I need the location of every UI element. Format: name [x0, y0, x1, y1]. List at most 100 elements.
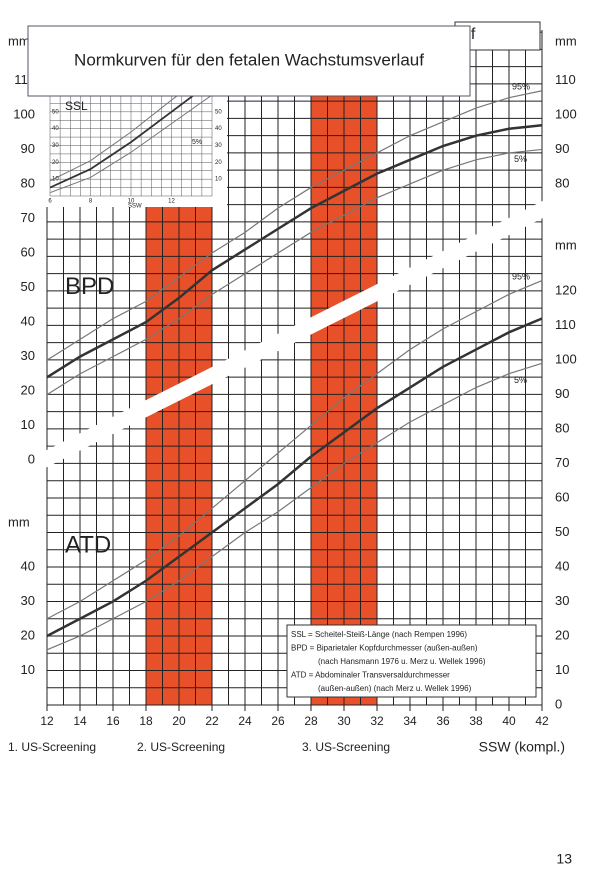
- y2-tick-label: 100: [13, 106, 35, 121]
- inset-tick: 8: [89, 199, 93, 205]
- inset-tick: 20: [215, 160, 222, 166]
- separator: [0, 449, 47, 495]
- x-tick-label: 30: [337, 714, 351, 728]
- y-tick-label: 30: [555, 593, 569, 608]
- separator: [542, 173, 600, 219]
- series-label: 95%: [512, 271, 530, 281]
- y-tick-label: 0: [555, 696, 562, 711]
- y-tick-label: 60: [555, 489, 569, 504]
- y2-tick-label: 100: [555, 106, 577, 121]
- separator: [47, 201, 542, 468]
- series-label: BPD: [65, 273, 114, 300]
- series-label: 5%: [514, 154, 527, 164]
- y2-tick-label: 30: [21, 348, 35, 363]
- y2-tick-label: 10: [21, 417, 35, 432]
- inset-label: 5%: [192, 139, 202, 146]
- curve: [46, 148, 543, 396]
- inset-tick: 10: [52, 177, 59, 183]
- legend-line: SSL = Scheitel-Steiß-Länge (nach Rempen …: [291, 630, 467, 639]
- y-tick-label: 40: [555, 558, 569, 573]
- x-tick-label: 32: [370, 714, 384, 728]
- legend-box: [286, 624, 537, 698]
- y2-tick-label: 0: [28, 452, 35, 467]
- x-tick-label: 12: [40, 714, 54, 728]
- x-tick-label: 38: [469, 714, 483, 728]
- inset-curve: [50, 95, 212, 194]
- series-label: 5%: [514, 375, 527, 385]
- x-tick-label: 16: [106, 714, 120, 728]
- curve: [46, 279, 543, 620]
- inset-curve: [50, 95, 196, 189]
- x-axis-label: SSW (kompl.): [479, 739, 565, 755]
- x-tick-label: 42: [535, 714, 549, 728]
- chart-title: Normkurven für den fetalen Wachstumsverl…: [74, 50, 424, 69]
- y2-tick-label: 80: [555, 175, 569, 190]
- y-tick-label: 50: [555, 524, 569, 539]
- y2-tick-label: 110: [555, 72, 576, 87]
- legend-line: (nach Hansmann 1976 u. Merz u. Wellek 19…: [318, 657, 486, 666]
- y2-tick-label: 40: [21, 314, 35, 329]
- y-tick-label: 110: [555, 317, 576, 332]
- inset-tick: 20: [52, 160, 59, 166]
- curve: [46, 362, 543, 651]
- inset-tick: 30: [215, 143, 222, 149]
- x-tick-label: 28: [304, 714, 318, 728]
- inset-tick: 10: [215, 177, 222, 183]
- unit-label: mm: [555, 33, 577, 48]
- legend-line: ATD = Abdominaler Transversaldurchmesser: [291, 671, 450, 680]
- y2-tick-label: 60: [21, 244, 35, 259]
- y-tick-label: 10: [555, 662, 569, 677]
- y2-tick-label: 90: [21, 141, 35, 156]
- y2-tick-label: 80: [21, 175, 35, 190]
- legend-line: (außen-außen) (nach Merz u. Wellek 1996): [318, 684, 472, 693]
- series-label: 95%: [512, 82, 530, 92]
- y-tick-label: 20: [21, 627, 35, 642]
- y-tick-label: 100: [555, 351, 577, 366]
- inset-curve: [50, 95, 180, 182]
- inset-tick: 40: [215, 126, 222, 132]
- y2-tick-label: 90: [555, 141, 569, 156]
- screening-label: 3. US-Screening: [302, 740, 390, 754]
- y2-tick-label: 70: [21, 210, 35, 225]
- inset-tick: 30: [52, 143, 59, 149]
- inset-label: SSL: [65, 99, 88, 113]
- x-tick-label: 22: [205, 714, 219, 728]
- inset-tick: 10: [128, 199, 135, 205]
- inset-tick: 50: [52, 109, 59, 115]
- unit-label: mm: [8, 514, 30, 529]
- page-number: 13: [556, 851, 572, 867]
- series-label: ATD: [65, 532, 111, 559]
- y-tick-label: 70: [555, 455, 569, 470]
- y-tick-label: 90: [555, 386, 569, 401]
- unit-label: mm: [555, 237, 577, 252]
- y-tick-label: 120: [555, 282, 577, 297]
- x-tick-label: 36: [436, 714, 450, 728]
- curve: [46, 124, 543, 379]
- inset-tick: 50: [215, 109, 222, 115]
- inset-axis: SSW: [128, 204, 142, 210]
- x-tick-label: 34: [403, 714, 417, 728]
- curve: [46, 90, 543, 361]
- y2-tick-label: 20: [21, 383, 35, 398]
- y-tick-label: 80: [555, 420, 569, 435]
- y-tick-label: 20: [555, 627, 569, 642]
- y-tick-label: 10: [21, 662, 35, 677]
- inset-tick: 40: [52, 126, 59, 132]
- legend-line: BPD = Biparietaler Kopfdurchmesser (auße…: [291, 644, 478, 653]
- x-tick-label: 40: [502, 714, 516, 728]
- screening-label: 2. US-Screening: [137, 740, 225, 754]
- screening-label: 1. US-Screening: [8, 740, 96, 754]
- y2-tick-label: 50: [21, 279, 35, 294]
- x-tick-label: 26: [271, 714, 285, 728]
- inset-tick: 6: [48, 199, 52, 205]
- inset-tick: 12: [168, 199, 175, 205]
- curve: [46, 317, 543, 638]
- y-tick-label: 30: [21, 593, 35, 608]
- x-tick-label: 18: [139, 714, 153, 728]
- x-tick-label: 24: [238, 714, 252, 728]
- x-tick-label: 14: [73, 714, 87, 728]
- x-tick-label: 20: [172, 714, 186, 728]
- y-tick-label: 40: [21, 558, 35, 573]
- title-box: [27, 25, 471, 97]
